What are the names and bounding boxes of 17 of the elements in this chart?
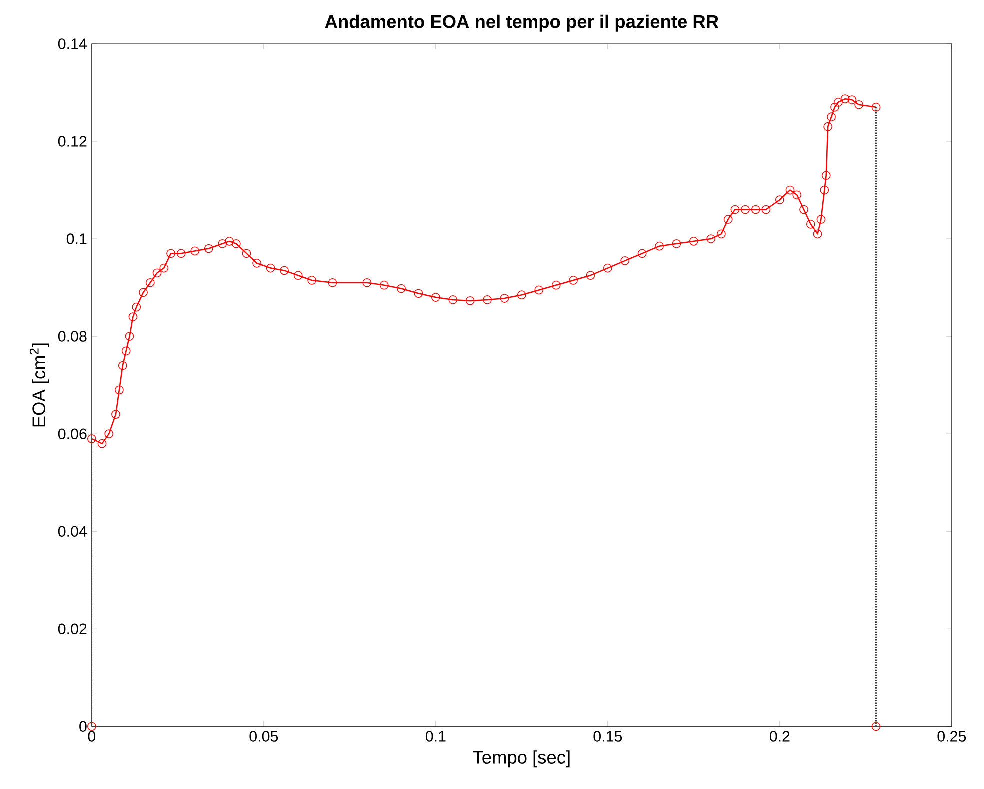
x-tick-label: 0.25 (938, 730, 966, 742)
y-tick-label: 0.06 (58, 428, 87, 440)
y-tick-label: 0.08 (58, 330, 87, 342)
x-tick-label: 0 (88, 730, 96, 742)
y-tick-label: 0.1 (66, 233, 87, 244)
y-tick-label: 0.12 (58, 136, 87, 147)
y-axis-title: EOA [cm$^{2}$] (30, 344, 50, 427)
x-tick-label: 0.1 (426, 730, 446, 742)
x-axis-title: Tempo [sec] (473, 750, 570, 768)
y-tick-label: 0.14 (58, 38, 87, 50)
y-tick-label: 0.04 (58, 526, 87, 537)
x-tick-label: 0.05 (250, 730, 278, 742)
y-tick-label: 0.02 (58, 624, 87, 634)
x-tick-label: 0.15 (594, 730, 622, 742)
x-tick-label: 0.2 (770, 730, 790, 742)
chart-title: Andamento EOA nel tempo per il paziente RR (325, 14, 719, 32)
y-tick-label: 0 (80, 721, 87, 732)
